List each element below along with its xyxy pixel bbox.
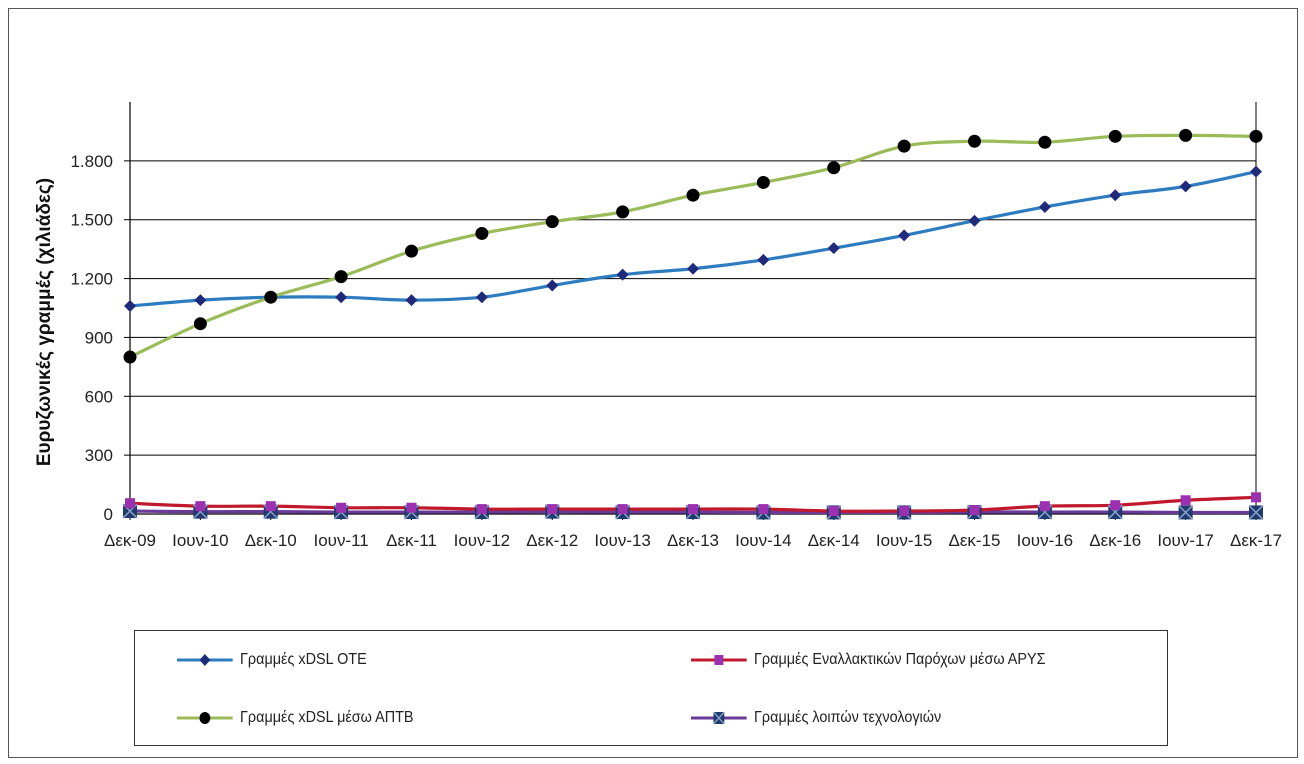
y-tick-label: 1.200: [70, 270, 113, 289]
legend: Γραμμές xDSL ΟΤΕ Γραμμές Εναλλακτικών Πα…: [134, 630, 1168, 746]
x-tick-label: Ιουν-15: [876, 531, 933, 550]
data-point: [968, 214, 981, 227]
data-point: [616, 268, 629, 281]
data-point: [405, 244, 418, 258]
data-point: [968, 134, 981, 148]
legend-label: Γραμμές xDSL ΟΤΕ: [240, 651, 367, 668]
x-tick-label: Ιουν-10: [172, 531, 229, 550]
data-point: [405, 294, 418, 307]
data-point: [547, 504, 558, 515]
legend-item-alternative-providers: Γραμμές Εναλλακτικών Παρόχων μέσω ΑΡΥΣ: [691, 651, 1046, 669]
data-point: [1250, 165, 1262, 178]
data-point: [969, 505, 980, 516]
data-point: [123, 350, 137, 364]
x-tick-label: Δεκ-14: [808, 531, 860, 550]
x-tick-label: Δεκ-16: [1089, 531, 1141, 550]
y-tick-labels: 0 300 600 900 1.200 1.500 1.800: [70, 152, 113, 524]
x-tick-label: Δεκ-10: [245, 531, 297, 550]
data-point: [265, 501, 276, 512]
data-point: [1039, 501, 1050, 512]
data-point: [475, 226, 489, 240]
x-tick-label: Ιουν-13: [594, 531, 651, 550]
x-tick-label: Δεκ-11: [386, 531, 437, 550]
data-point: [1180, 495, 1191, 506]
y-tick-label: 900: [85, 328, 113, 347]
data-point: [194, 294, 207, 307]
data-point: [827, 242, 840, 255]
data-point: [757, 253, 770, 266]
y-tick-label: 600: [85, 387, 113, 406]
legend-label: Γραμμές Εναλλακτικών Παρόχων μέσω ΑΡΥΣ: [754, 651, 1046, 668]
data-point: [897, 139, 911, 153]
data-point: [476, 504, 487, 515]
data-point: [688, 504, 698, 515]
data-point: [828, 506, 839, 517]
data-point: [687, 262, 699, 275]
y-tick-label: 300: [85, 446, 113, 465]
data-point: [1248, 504, 1264, 520]
data-point: [1109, 189, 1122, 202]
data-point: [264, 290, 278, 304]
data-point: [898, 229, 911, 242]
data-point: [617, 504, 628, 515]
x-tick-label: Δεκ-17: [1230, 531, 1282, 550]
data-point: [1178, 504, 1194, 520]
axes: [124, 102, 1257, 520]
data-point: [899, 506, 910, 517]
x-tick-label: Ιουν-12: [454, 531, 511, 550]
x-tick-label: Δεκ-15: [948, 531, 1000, 550]
series-markers: [122, 128, 1264, 520]
data-point: [1110, 500, 1121, 511]
legend-item-xdsl-ote: Γραμμές xDSL ΟΤΕ: [177, 651, 367, 669]
data-point: [475, 291, 488, 304]
legend-item-other-technologies: Γραμμές λοιπών τεχνολογιών: [691, 709, 941, 727]
x-tick-label: Ιουν-17: [1157, 531, 1214, 550]
x-tick-label: Ιουν-14: [735, 531, 792, 550]
legend-item-xdsl-aptv: Γραμμές xDSL μέσω ΑΠΤΒ: [177, 709, 414, 727]
y-tick-label: 1.800: [70, 152, 113, 171]
data-point: [193, 317, 207, 331]
data-point: [195, 501, 206, 512]
data-point: [1179, 180, 1192, 193]
data-point: [1038, 200, 1051, 213]
data-point: [125, 498, 135, 509]
data-point: [546, 279, 559, 292]
x-tick-label: Ιουν-16: [1017, 531, 1074, 550]
x-tick-label: Δεκ-09: [104, 531, 156, 550]
gridlines: [130, 160, 1256, 456]
data-point: [334, 270, 348, 284]
y-tick-label: 1.500: [70, 211, 113, 230]
data-point: [335, 291, 348, 304]
data-point: [406, 502, 417, 513]
legend-label: Γραμμές xDSL μέσω ΑΠΤΒ: [240, 709, 414, 726]
data-point: [1038, 135, 1052, 149]
data-point: [686, 188, 700, 202]
legend-line-swatch: [691, 655, 747, 665]
data-point: [1251, 492, 1261, 503]
x-tick-label: Δεκ-13: [667, 531, 719, 550]
data-point: [124, 300, 136, 313]
data-point: [1249, 129, 1263, 143]
legend-line-swatch: [691, 711, 747, 725]
data-point: [336, 502, 347, 513]
legend-line-swatch: [177, 712, 233, 724]
data-point: [758, 504, 769, 515]
x-tick-label: Δεκ-12: [526, 531, 578, 550]
legend-line-swatch: [177, 654, 233, 666]
data-point: [827, 161, 841, 175]
data-point: [756, 175, 770, 189]
series-line: [129, 133, 1257, 359]
y-tick-label: 0: [104, 505, 113, 524]
data-point: [1108, 129, 1122, 143]
data-point: [1179, 128, 1193, 142]
data-point: [545, 215, 559, 229]
legend-label: Γραμμές λοιπών τεχνολογιών: [754, 709, 942, 726]
y-axis-label: Ευρυζωνικές γραμμές (χιλιάδες): [34, 178, 55, 466]
data-point: [616, 205, 630, 219]
x-tick-label: Ιουν-11: [313, 531, 368, 550]
x-tick-labels: Δεκ-09 Ιουν-10 Δεκ-10 Ιουν-11 Δεκ-11 Ιουν-12 Δ…: [104, 531, 1282, 550]
